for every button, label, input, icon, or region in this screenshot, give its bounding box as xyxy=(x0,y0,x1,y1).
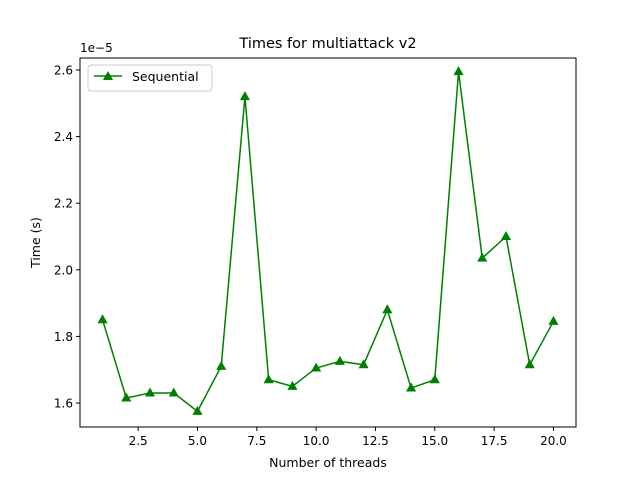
data-point-marker xyxy=(548,315,559,325)
data-point-marker xyxy=(192,405,203,415)
legend-box xyxy=(87,64,213,92)
data-point-marker xyxy=(216,360,227,370)
plot-marks xyxy=(97,66,559,415)
y-tick-label: 1.8 xyxy=(54,330,73,344)
x-tick-label: 12.5 xyxy=(362,434,389,448)
data-point-marker xyxy=(311,362,322,372)
y-tick-label: 2.2 xyxy=(54,197,73,211)
data-point-marker xyxy=(263,374,274,384)
x-tick-label: 15.0 xyxy=(421,434,448,448)
data-point-marker xyxy=(239,91,250,101)
y-axis-label: Time (s) xyxy=(28,217,43,269)
data-point-marker xyxy=(121,392,132,402)
y-tick-label: 2.6 xyxy=(54,63,73,77)
x-axis-ticks: 2.5 5.0 7.5 10.0 12.5 15.0 17.5 20.0 xyxy=(129,427,567,448)
legend: Sequential xyxy=(87,64,213,92)
chart-title: Times for multiattack v2 xyxy=(238,36,416,52)
legend-triangle-marker xyxy=(102,70,114,80)
data-point-marker xyxy=(453,66,464,76)
y-axis-ticks: 1.6 1.8 2.0 2.2 2.4 2.6 xyxy=(54,63,80,411)
data-point-marker xyxy=(477,252,488,262)
y-tick-label: 1.6 xyxy=(54,397,73,411)
data-point-marker xyxy=(524,359,535,369)
data-point-marker xyxy=(406,382,417,392)
x-tick-label: 5.0 xyxy=(188,434,207,448)
data-point-marker xyxy=(168,387,179,397)
data-point-marker xyxy=(358,359,369,369)
x-tick-label: 17.5 xyxy=(481,434,508,448)
y-axis-offset-label: 1e−5 xyxy=(80,41,113,55)
data-point-marker xyxy=(97,314,108,324)
x-tick-label: 2.5 xyxy=(129,434,148,448)
data-point-marker xyxy=(429,374,440,384)
y-tick-label: 2.0 xyxy=(54,263,73,277)
legend-label-sequential: Sequential xyxy=(132,69,199,84)
x-tick-label: 10.0 xyxy=(303,434,330,448)
data-point-marker xyxy=(500,230,512,241)
data-point-marker xyxy=(382,304,393,314)
y-tick-label: 2.4 xyxy=(54,130,73,144)
x-axis-label: Number of threads xyxy=(269,455,387,470)
x-tick-label: 7.5 xyxy=(247,434,266,448)
data-point-marker xyxy=(287,380,298,390)
data-point-marker xyxy=(334,355,345,365)
plot-frame xyxy=(79,57,577,428)
x-tick-label: 20.0 xyxy=(540,434,567,448)
data-point-marker xyxy=(144,387,156,397)
